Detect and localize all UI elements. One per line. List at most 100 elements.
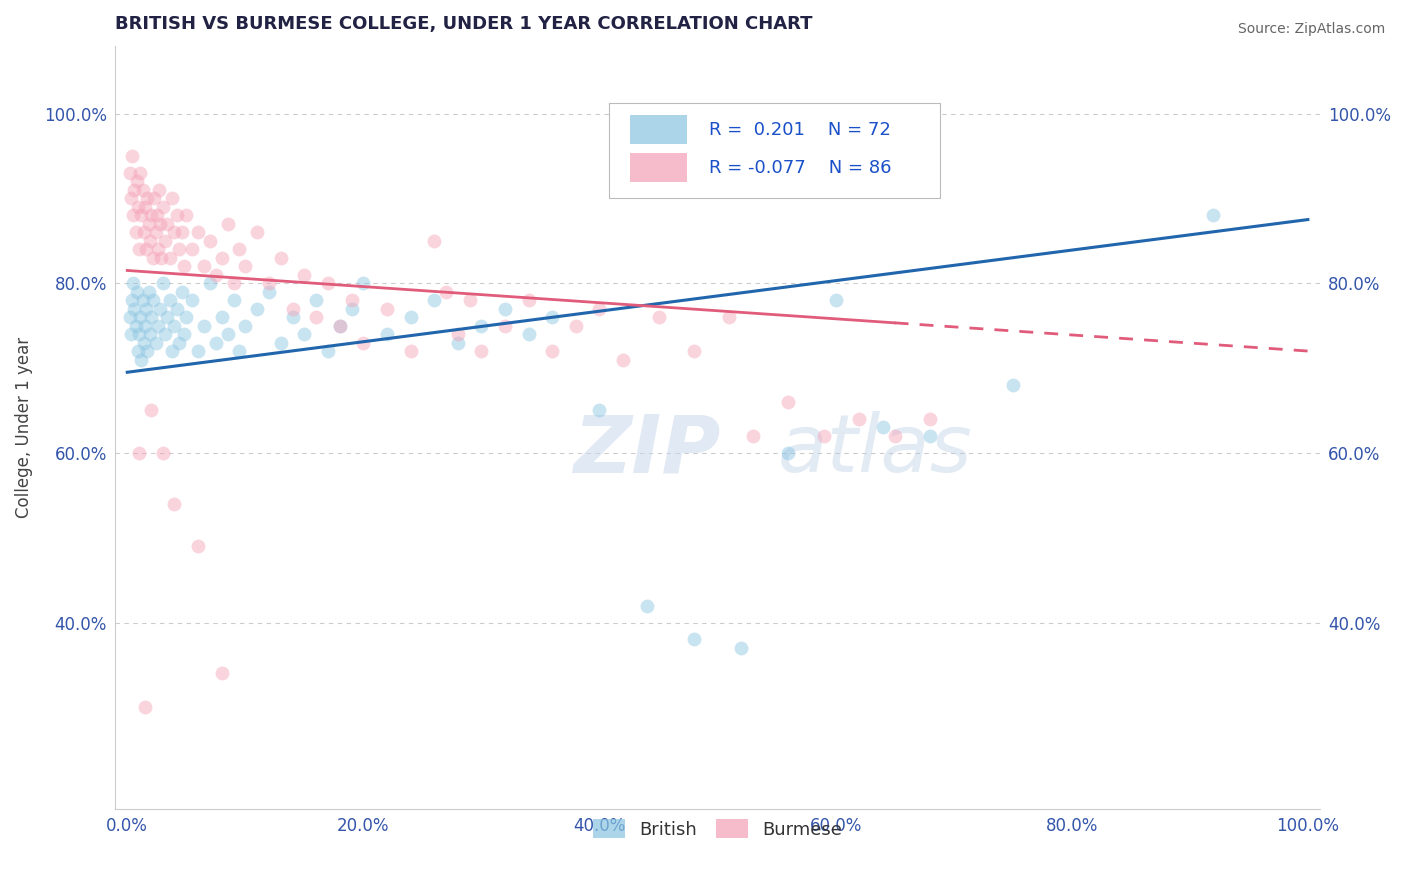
Point: [494, 301, 516, 316]
Point: [211, 310, 233, 325]
Point: [163, 318, 186, 333]
Point: [159, 293, 181, 307]
Point: [204, 335, 226, 350]
Point: [848, 412, 870, 426]
Point: [233, 318, 256, 333]
Point: [187, 539, 209, 553]
Point: [120, 191, 142, 205]
Point: [149, 301, 172, 316]
Point: [423, 234, 446, 248]
Text: R =  0.201    N = 72: R = 0.201 N = 72: [709, 120, 891, 138]
Point: [517, 327, 540, 342]
Point: [121, 293, 143, 307]
Point: [160, 191, 183, 205]
Point: [170, 225, 193, 239]
Point: [222, 276, 245, 290]
Point: [872, 420, 894, 434]
Point: [142, 293, 165, 307]
Point: [128, 446, 150, 460]
Point: [193, 318, 215, 333]
Point: [222, 293, 245, 307]
Point: [152, 200, 174, 214]
Point: [636, 599, 658, 613]
Point: [138, 217, 160, 231]
Point: [173, 259, 195, 273]
Point: [187, 225, 209, 239]
Point: [246, 301, 269, 316]
Point: [167, 242, 190, 256]
Point: [166, 301, 188, 316]
Point: [127, 344, 149, 359]
Point: [163, 497, 186, 511]
Point: [778, 446, 800, 460]
Point: [153, 327, 176, 342]
Point: [160, 344, 183, 359]
Point: [399, 344, 422, 359]
Text: ZIP: ZIP: [574, 411, 720, 490]
Point: [778, 395, 800, 409]
Point: [458, 293, 481, 307]
Point: [1202, 208, 1225, 222]
Point: [124, 318, 146, 333]
Point: [447, 327, 470, 342]
Point: [329, 318, 352, 333]
Point: [292, 268, 315, 282]
Point: [143, 191, 166, 205]
Point: [399, 310, 422, 325]
Point: [127, 200, 149, 214]
Point: [181, 242, 204, 256]
Point: [813, 429, 835, 443]
Point: [588, 301, 610, 316]
Point: [612, 352, 634, 367]
Point: [118, 166, 141, 180]
Point: [270, 335, 292, 350]
Point: [136, 344, 159, 359]
Point: [145, 208, 167, 222]
Point: [565, 318, 588, 333]
Point: [131, 352, 153, 367]
Point: [423, 293, 446, 307]
Text: R = -0.077    N = 86: R = -0.077 N = 86: [709, 159, 891, 177]
Point: [883, 429, 905, 443]
Point: [683, 344, 706, 359]
Bar: [630, 153, 688, 182]
Point: [434, 285, 457, 299]
Point: [918, 429, 941, 443]
Point: [918, 412, 941, 426]
Point: [541, 310, 564, 325]
Point: [447, 335, 470, 350]
Point: [305, 293, 328, 307]
Point: [124, 183, 146, 197]
Point: [134, 318, 156, 333]
Point: [132, 225, 155, 239]
Point: [352, 276, 374, 290]
Point: [541, 344, 564, 359]
Point: [730, 640, 752, 655]
Point: [340, 293, 363, 307]
Point: [174, 208, 197, 222]
Point: [588, 403, 610, 417]
Point: [204, 268, 226, 282]
Point: [139, 310, 162, 325]
Bar: [630, 115, 688, 145]
Point: [146, 318, 169, 333]
Point: [292, 327, 315, 342]
Point: [181, 293, 204, 307]
Point: [122, 208, 145, 222]
FancyBboxPatch shape: [609, 103, 941, 198]
Point: [470, 344, 492, 359]
Point: [135, 301, 157, 316]
Point: [131, 208, 153, 222]
Point: [281, 310, 304, 325]
Point: [134, 700, 156, 714]
Point: [246, 225, 269, 239]
Point: [120, 327, 142, 342]
Point: [142, 251, 165, 265]
Point: [131, 293, 153, 307]
Point: [138, 285, 160, 299]
Point: [281, 301, 304, 316]
Point: [329, 318, 352, 333]
Point: [139, 208, 162, 222]
Point: [152, 276, 174, 290]
Point: [340, 301, 363, 316]
